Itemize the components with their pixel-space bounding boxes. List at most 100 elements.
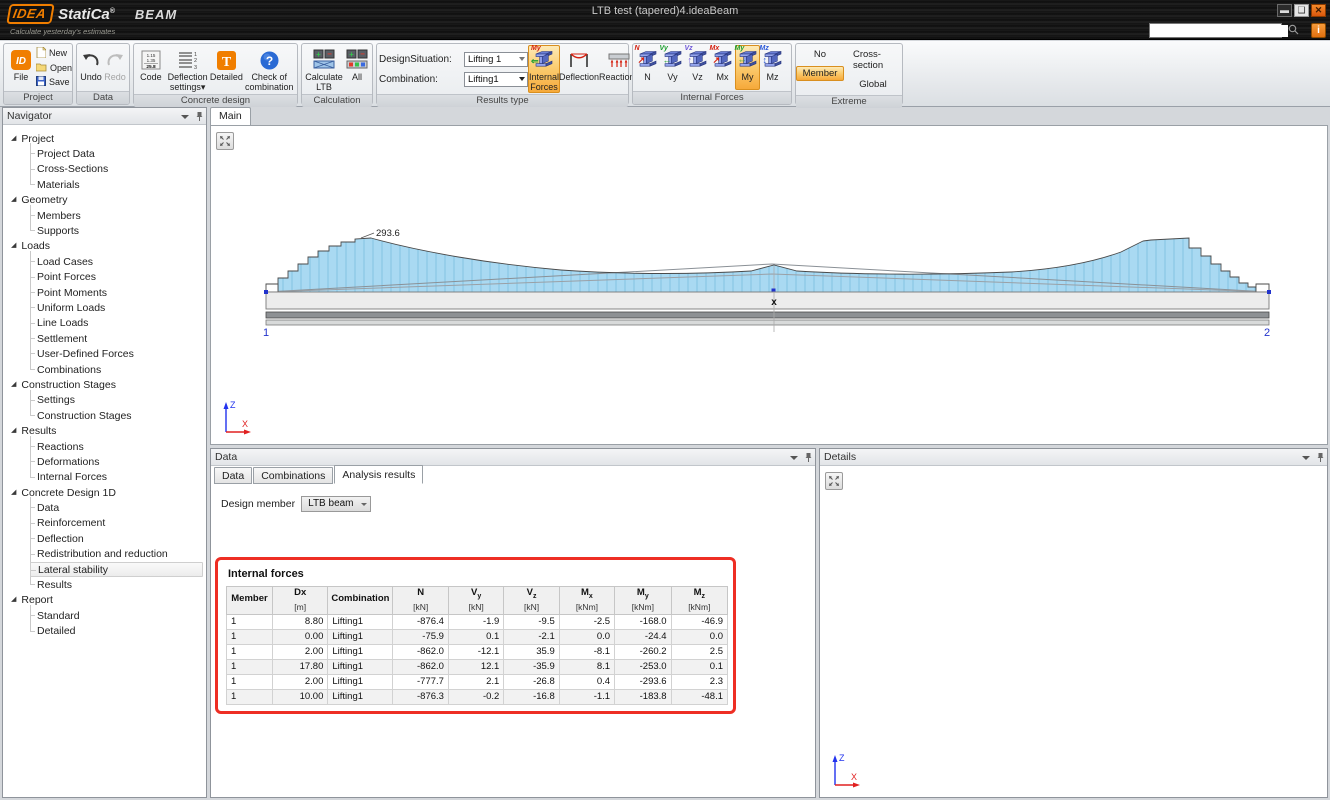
deflection-result-button[interactable]: Deflection [559,45,599,93]
close-button[interactable]: ✕ [1311,4,1326,17]
table-row[interactable]: 1 2.00 Lifting1 -777.7 2.1 -26.8 0.4 -293.6 2.3 [226,673,729,690]
search-icon [1288,22,1301,40]
nav-item-settings[interactable]: Settings [30,393,203,408]
nav-item-data[interactable]: Data [30,500,203,515]
if-button-mx[interactable]: Mx ↗ Mx [710,45,735,90]
nav-item-lateral-stability[interactable]: Lateral stability [30,561,203,578]
nav-section-report[interactable]: ◢ Report [11,594,53,607]
reactions-icon [607,48,631,72]
nav-section-geometry[interactable]: ◢ Geometry [11,194,68,207]
panel-menu-icon[interactable] [790,455,798,460]
save-button[interactable]: Save [36,76,70,88]
extreme-member-button[interactable]: Member [795,66,845,81]
nav-item-combinations[interactable]: Combinations [30,362,203,377]
detailed-button[interactable]: T Detailed [209,45,243,93]
nav-item-user-defined-forces[interactable]: User-Defined Forces [30,346,203,361]
pin-icon[interactable] [805,452,812,463]
fit-view-button[interactable] [825,472,843,490]
nav-item-reactions[interactable]: Reactions [30,439,203,454]
table-row[interactable]: 1 2.00 Lifting1 -862.0 -12.1 35.9 -8.1 -260.2 2.… [226,643,729,660]
panel-menu-icon[interactable] [181,114,189,119]
if-button-n[interactable]: N ↗ N [635,45,660,90]
node-1-label: 1 [263,327,269,339]
nav-section-concrete-design-1d[interactable]: ◢ Concrete Design 1D [11,486,116,499]
pin-icon[interactable] [1317,452,1324,463]
nav-item-detailed[interactable]: Detailed [30,624,203,639]
model-canvas[interactable]: 293.6 x 1 2 Z X [210,125,1328,445]
nav-section-construction-stages[interactable]: ◢ Construction Stages [11,378,116,391]
nav-item-internal-forces[interactable]: Internal Forces [30,470,203,485]
redo-button[interactable]: Redo [103,45,127,90]
design-member-label: Design member [221,498,296,510]
table-row[interactable]: 1 10.00 Lifting1 -876.3 -0.2 -16.8 -1.1 -183.8-… [226,688,729,705]
nav-item-results[interactable]: Results [30,577,203,592]
panel-menu-icon[interactable] [1302,455,1310,460]
nav-section-results[interactable]: ◢ Results [11,425,57,438]
nav-item-uniform-loads[interactable]: Uniform Loads [30,300,203,315]
col-header-member: Member [226,586,273,615]
window-controls: ▬ ❑ ✕ [1277,4,1326,17]
if-button-vz[interactable]: Vz ↑ Vz [685,45,710,90]
nav-item-materials[interactable]: Materials [30,177,203,192]
fit-view-button[interactable] [216,132,234,150]
search-box[interactable] [1149,23,1299,38]
logo-product-name: BEAM [134,6,178,22]
nav-item-point-forces[interactable]: Point Forces [30,270,203,285]
if-button-vy[interactable]: Vy ← Vy [660,45,685,90]
nav-item-deformations[interactable]: Deformations [30,454,203,469]
pin-icon[interactable] [196,111,203,122]
code-button[interactable]: 1.15 1.35 25.8 Code [136,45,166,93]
nav-item-construction-stages[interactable]: Construction Stages [30,408,203,423]
nav-item-cross-sections[interactable]: Cross-Sections [30,162,203,177]
table-row[interactable]: 1 17.80 Lifting1 -862.0 12.1 -35.9 8.1 -253.0 0.… [226,658,729,675]
nav-item-load-cases[interactable]: Load Cases [30,254,203,269]
maximize-button[interactable]: ❑ [1294,4,1309,17]
nav-item-standard[interactable]: Standard [30,608,203,623]
reactions-result-button[interactable]: Reactions [598,45,640,93]
check-of-combination-button[interactable]: ? Check of combination [243,45,295,93]
tab-analysis-results[interactable]: Analysis results [334,465,424,484]
nav-item-point-moments[interactable]: Point Moments [30,285,203,300]
calculate-all-button[interactable]: + − All [344,45,370,93]
if-button-my[interactable]: My ⇔ My [735,45,760,90]
design-situation-select[interactable]: Lifting 1 [464,51,528,67]
internal-forces-result-button[interactable]: My ⇐ Internal Forces [528,45,561,93]
new-button[interactable]: New [36,45,70,59]
extreme-no-button[interactable]: No [813,49,827,60]
tab-main[interactable]: Main [210,107,251,125]
extreme-global-button[interactable]: Global [859,79,887,90]
svg-text:25.8: 25.8 [146,64,156,70]
info-button[interactable]: i [1311,23,1326,38]
details-canvas[interactable]: Z X [820,466,1327,797]
open-button[interactable]: Open [35,62,72,74]
table-row[interactable]: 1 8.80 Lifting1 -876.4 -1.9 -9.5 -2.5 -168.0 -46… [226,613,729,630]
tab-combinations[interactable]: Combinations [253,467,334,484]
nav-item-members[interactable]: Members [30,208,203,223]
extreme-cross-section-button[interactable]: Cross-section [853,49,884,71]
table-row[interactable]: 1 0.00 Lifting1 -75.9 0.1 -2.1 0.0 -24.4 0.0 [226,628,729,645]
undo-button[interactable]: Undo [79,45,103,90]
nav-item-deflection[interactable]: Deflection [30,531,203,546]
details-panel: Details Z X [819,448,1328,798]
calculate-ltb-button[interactable]: + − Calculate LTB [305,49,343,92]
axis-z-label: Z [839,753,845,763]
node-2-dot [1267,290,1271,294]
nav-item-redistribution-and-reduction[interactable]: Redistribution and reduction [30,547,203,562]
nav-item-supports[interactable]: Supports [30,223,203,238]
nav-item-reinforcement[interactable]: Reinforcement [30,516,203,531]
file-button[interactable]: ID File [6,45,36,90]
nav-section-loads[interactable]: ◢ Loads [11,240,50,253]
design-member-select[interactable]: LTB beam [301,496,371,512]
expand-triangle-icon: ◢ [11,196,17,204]
nav-item-settlement[interactable]: Settlement [30,331,203,346]
combination-select[interactable]: Lifting1 [464,71,528,87]
tab-data[interactable]: Data [214,467,253,484]
minimize-button[interactable]: ▬ [1277,4,1292,17]
axis-triad: Z X [832,753,860,788]
nav-section-project[interactable]: ◢ Project [11,132,55,145]
nav-item-project-data[interactable]: Project Data [30,146,203,161]
if-button-mz[interactable]: Mz ↕ Mz [760,45,785,90]
nav-item-line-loads[interactable]: Line Loads [30,316,203,331]
search-input[interactable] [1150,24,1288,37]
